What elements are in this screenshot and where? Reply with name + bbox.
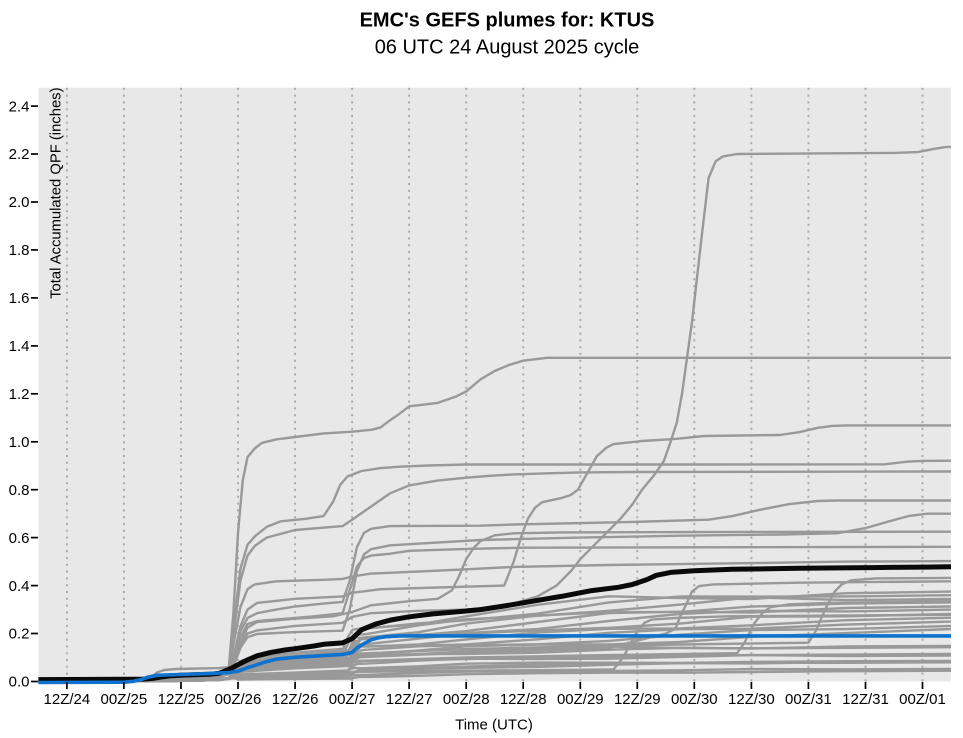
svg-text:00Z/31: 00Z/31 [785,691,832,708]
svg-text:2.0: 2.0 [9,194,30,211]
svg-text:00Z/25: 00Z/25 [101,691,148,708]
svg-text:Time (UTC): Time (UTC) [455,717,533,734]
svg-text:12Z/24: 12Z/24 [44,691,91,708]
svg-text:12Z/31: 12Z/31 [842,691,889,708]
svg-text:12Z/28: 12Z/28 [500,691,547,708]
svg-text:1.4: 1.4 [9,338,30,355]
svg-text:12Z/29: 12Z/29 [614,691,661,708]
svg-text:06 UTC 24 August 2025 cycle: 06 UTC 24 August 2025 cycle [375,37,640,59]
svg-text:00Z/28: 00Z/28 [443,691,490,708]
svg-text:Total Accumulated QPF (inches): Total Accumulated QPF (inches) [49,87,65,298]
svg-text:00Z/27: 00Z/27 [329,691,376,708]
svg-text:1.8: 1.8 [9,242,30,259]
svg-text:00Z/01: 00Z/01 [899,691,946,708]
svg-text:0.8: 0.8 [9,482,30,499]
svg-text:0.6: 0.6 [9,530,30,547]
svg-text:00Z/29: 00Z/29 [557,691,604,708]
svg-text:EMC's GEFS plumes for: KTUS: EMC's GEFS plumes for: KTUS [360,10,655,32]
svg-text:12Z/25: 12Z/25 [158,691,205,708]
svg-text:2.2: 2.2 [9,146,30,163]
svg-text:0.0: 0.0 [9,674,30,691]
svg-text:00Z/30: 00Z/30 [671,691,718,708]
svg-text:1.6: 1.6 [9,290,30,307]
svg-text:1.0: 1.0 [9,434,30,451]
svg-text:12Z/30: 12Z/30 [728,691,775,708]
svg-text:12Z/27: 12Z/27 [386,691,433,708]
svg-text:12Z/26: 12Z/26 [272,691,319,708]
svg-text:0.4: 0.4 [9,578,30,595]
svg-text:0.2: 0.2 [9,626,30,643]
svg-text:2.4: 2.4 [9,98,30,115]
svg-text:00Z/26: 00Z/26 [215,691,262,708]
svg-text:1.2: 1.2 [9,386,30,403]
